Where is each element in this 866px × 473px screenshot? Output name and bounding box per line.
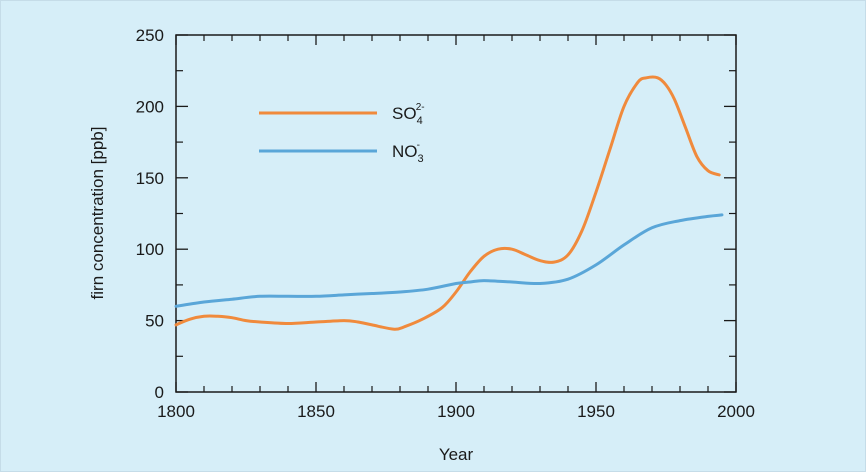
tick-labels: 1800 1850 1900 1950 2000 0 50 100 150 200 250 bbox=[136, 26, 755, 421]
series-lines bbox=[174, 75, 724, 331]
y-tick-label: 0 bbox=[155, 383, 164, 402]
legend-label-0: SO42- bbox=[392, 102, 425, 127]
series-line-0 bbox=[174, 75, 721, 331]
x-tick-label: 1800 bbox=[157, 402, 195, 421]
y-tick-label: 250 bbox=[136, 26, 164, 45]
legend: SO42- NO3- bbox=[259, 102, 425, 165]
y-tick-label: 150 bbox=[136, 169, 164, 188]
y-tick-label: 50 bbox=[145, 312, 164, 331]
y-axis-label: firn concentration [ppb] bbox=[88, 127, 107, 300]
plot-area-frame bbox=[175, 34, 737, 393]
y-tick-label: 100 bbox=[136, 240, 164, 259]
x-tick-label: 1950 bbox=[577, 402, 615, 421]
axis-ticks bbox=[175, 34, 737, 393]
x-tick-label: 1850 bbox=[297, 402, 335, 421]
x-tick-label: 2000 bbox=[717, 402, 755, 421]
y-tick-label: 200 bbox=[136, 97, 164, 116]
legend-label-1: NO3- bbox=[392, 140, 424, 165]
x-axis-label: Year bbox=[439, 445, 474, 464]
series-line-1 bbox=[174, 213, 724, 308]
x-tick-label: 1900 bbox=[437, 402, 475, 421]
